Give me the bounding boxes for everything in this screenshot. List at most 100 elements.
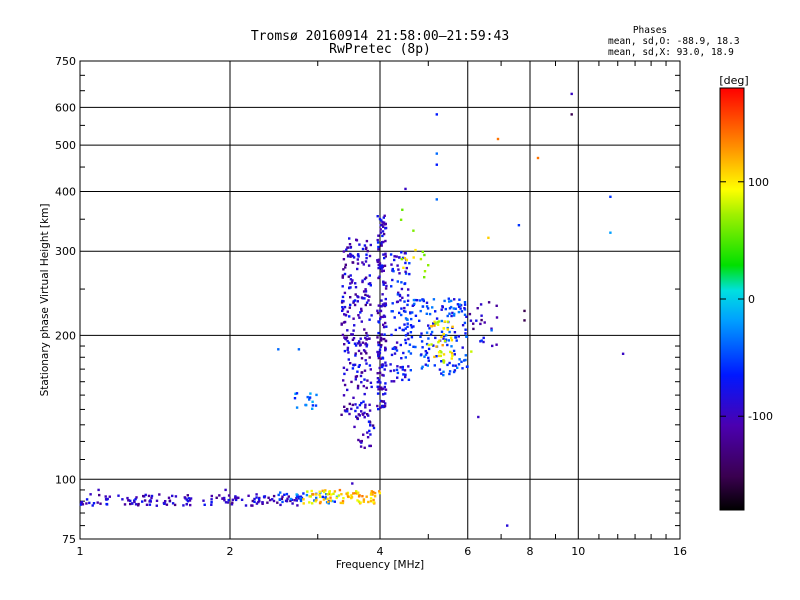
data-point (350, 380, 353, 384)
data-point (390, 380, 393, 383)
data-point (369, 303, 372, 306)
data-point (362, 433, 365, 436)
data-point (341, 501, 345, 505)
data-point (363, 392, 366, 396)
data-point (335, 496, 338, 500)
data-point (364, 260, 368, 263)
data-point (414, 298, 417, 302)
data-point (452, 349, 456, 353)
data-point (322, 498, 326, 501)
x-tick-label: 4 (377, 545, 384, 558)
data-point (426, 307, 430, 310)
data-point (351, 338, 355, 341)
data-point (319, 500, 322, 504)
data-point (440, 360, 443, 363)
data-point (347, 275, 350, 278)
data-point (401, 365, 404, 369)
data-point (436, 323, 440, 326)
data-point (362, 498, 366, 501)
data-point (346, 339, 349, 343)
data-point (173, 503, 177, 507)
data-point (348, 243, 352, 246)
data-point (398, 311, 401, 315)
data-point (380, 305, 383, 308)
data-point (343, 349, 347, 353)
data-point (360, 381, 363, 384)
data-point (92, 502, 96, 505)
data-point (359, 440, 362, 443)
data-point (363, 328, 366, 331)
data-point (81, 503, 85, 506)
data-point (396, 293, 400, 296)
data-point (421, 346, 424, 349)
data-point (482, 340, 485, 344)
data-point (297, 495, 300, 498)
data-point (445, 334, 448, 337)
data-point (433, 364, 436, 367)
data-point (362, 413, 365, 416)
data-point (346, 491, 350, 495)
data-point (448, 372, 451, 376)
data-point (286, 497, 289, 500)
data-point (366, 249, 369, 253)
data-point (381, 404, 384, 408)
data-point (395, 341, 399, 344)
data-point (369, 243, 372, 247)
data-point (104, 495, 107, 498)
y-tick-label: 600 (55, 101, 76, 114)
x-tick-label: 16 (673, 545, 687, 558)
data-point (382, 400, 386, 403)
data-point (432, 298, 436, 301)
data-point (352, 256, 356, 259)
phases-x-stats: mean, sd,X: 93.0, 18.9 (608, 47, 734, 58)
phases-header: Phases (633, 25, 667, 36)
data-point (364, 293, 367, 297)
data-point (354, 282, 357, 285)
data-point (368, 409, 372, 412)
data-point (293, 397, 297, 400)
data-point (283, 493, 286, 496)
data-point (421, 365, 424, 368)
data-point (85, 502, 88, 505)
data-point (438, 354, 441, 358)
data-point (382, 221, 386, 224)
data-point (79, 503, 83, 506)
data-points (79, 92, 625, 527)
data-point (419, 335, 422, 338)
data-point (523, 309, 526, 313)
data-point (392, 346, 396, 350)
data-point (450, 314, 453, 318)
data-point (413, 302, 416, 306)
data-point (330, 493, 333, 496)
data-point (425, 305, 429, 308)
phases-o-stats: mean, sd,O: -88.9, 18.3 (608, 36, 740, 47)
colorbar-label: [deg] (719, 74, 748, 87)
data-point (404, 356, 407, 359)
data-point (463, 307, 466, 310)
data-point (355, 415, 358, 418)
data-point (420, 332, 423, 335)
data-point (410, 317, 413, 321)
data-point (479, 322, 482, 326)
data-point (404, 187, 407, 191)
data-point (465, 315, 468, 318)
data-point (261, 502, 264, 505)
data-point (465, 335, 468, 338)
data-point (135, 496, 138, 499)
data-point (452, 314, 456, 317)
data-point (348, 412, 351, 416)
data-point (453, 369, 457, 372)
data-point (380, 264, 384, 267)
data-point (427, 264, 430, 267)
data-point (251, 504, 254, 507)
data-point (305, 493, 309, 497)
data-point (367, 414, 370, 417)
data-point (384, 239, 387, 243)
data-point (433, 324, 436, 327)
data-point (385, 325, 388, 328)
data-point (381, 357, 385, 360)
data-point (432, 322, 435, 325)
data-point (395, 255, 398, 258)
data-point (464, 358, 467, 362)
data-point (308, 398, 311, 401)
